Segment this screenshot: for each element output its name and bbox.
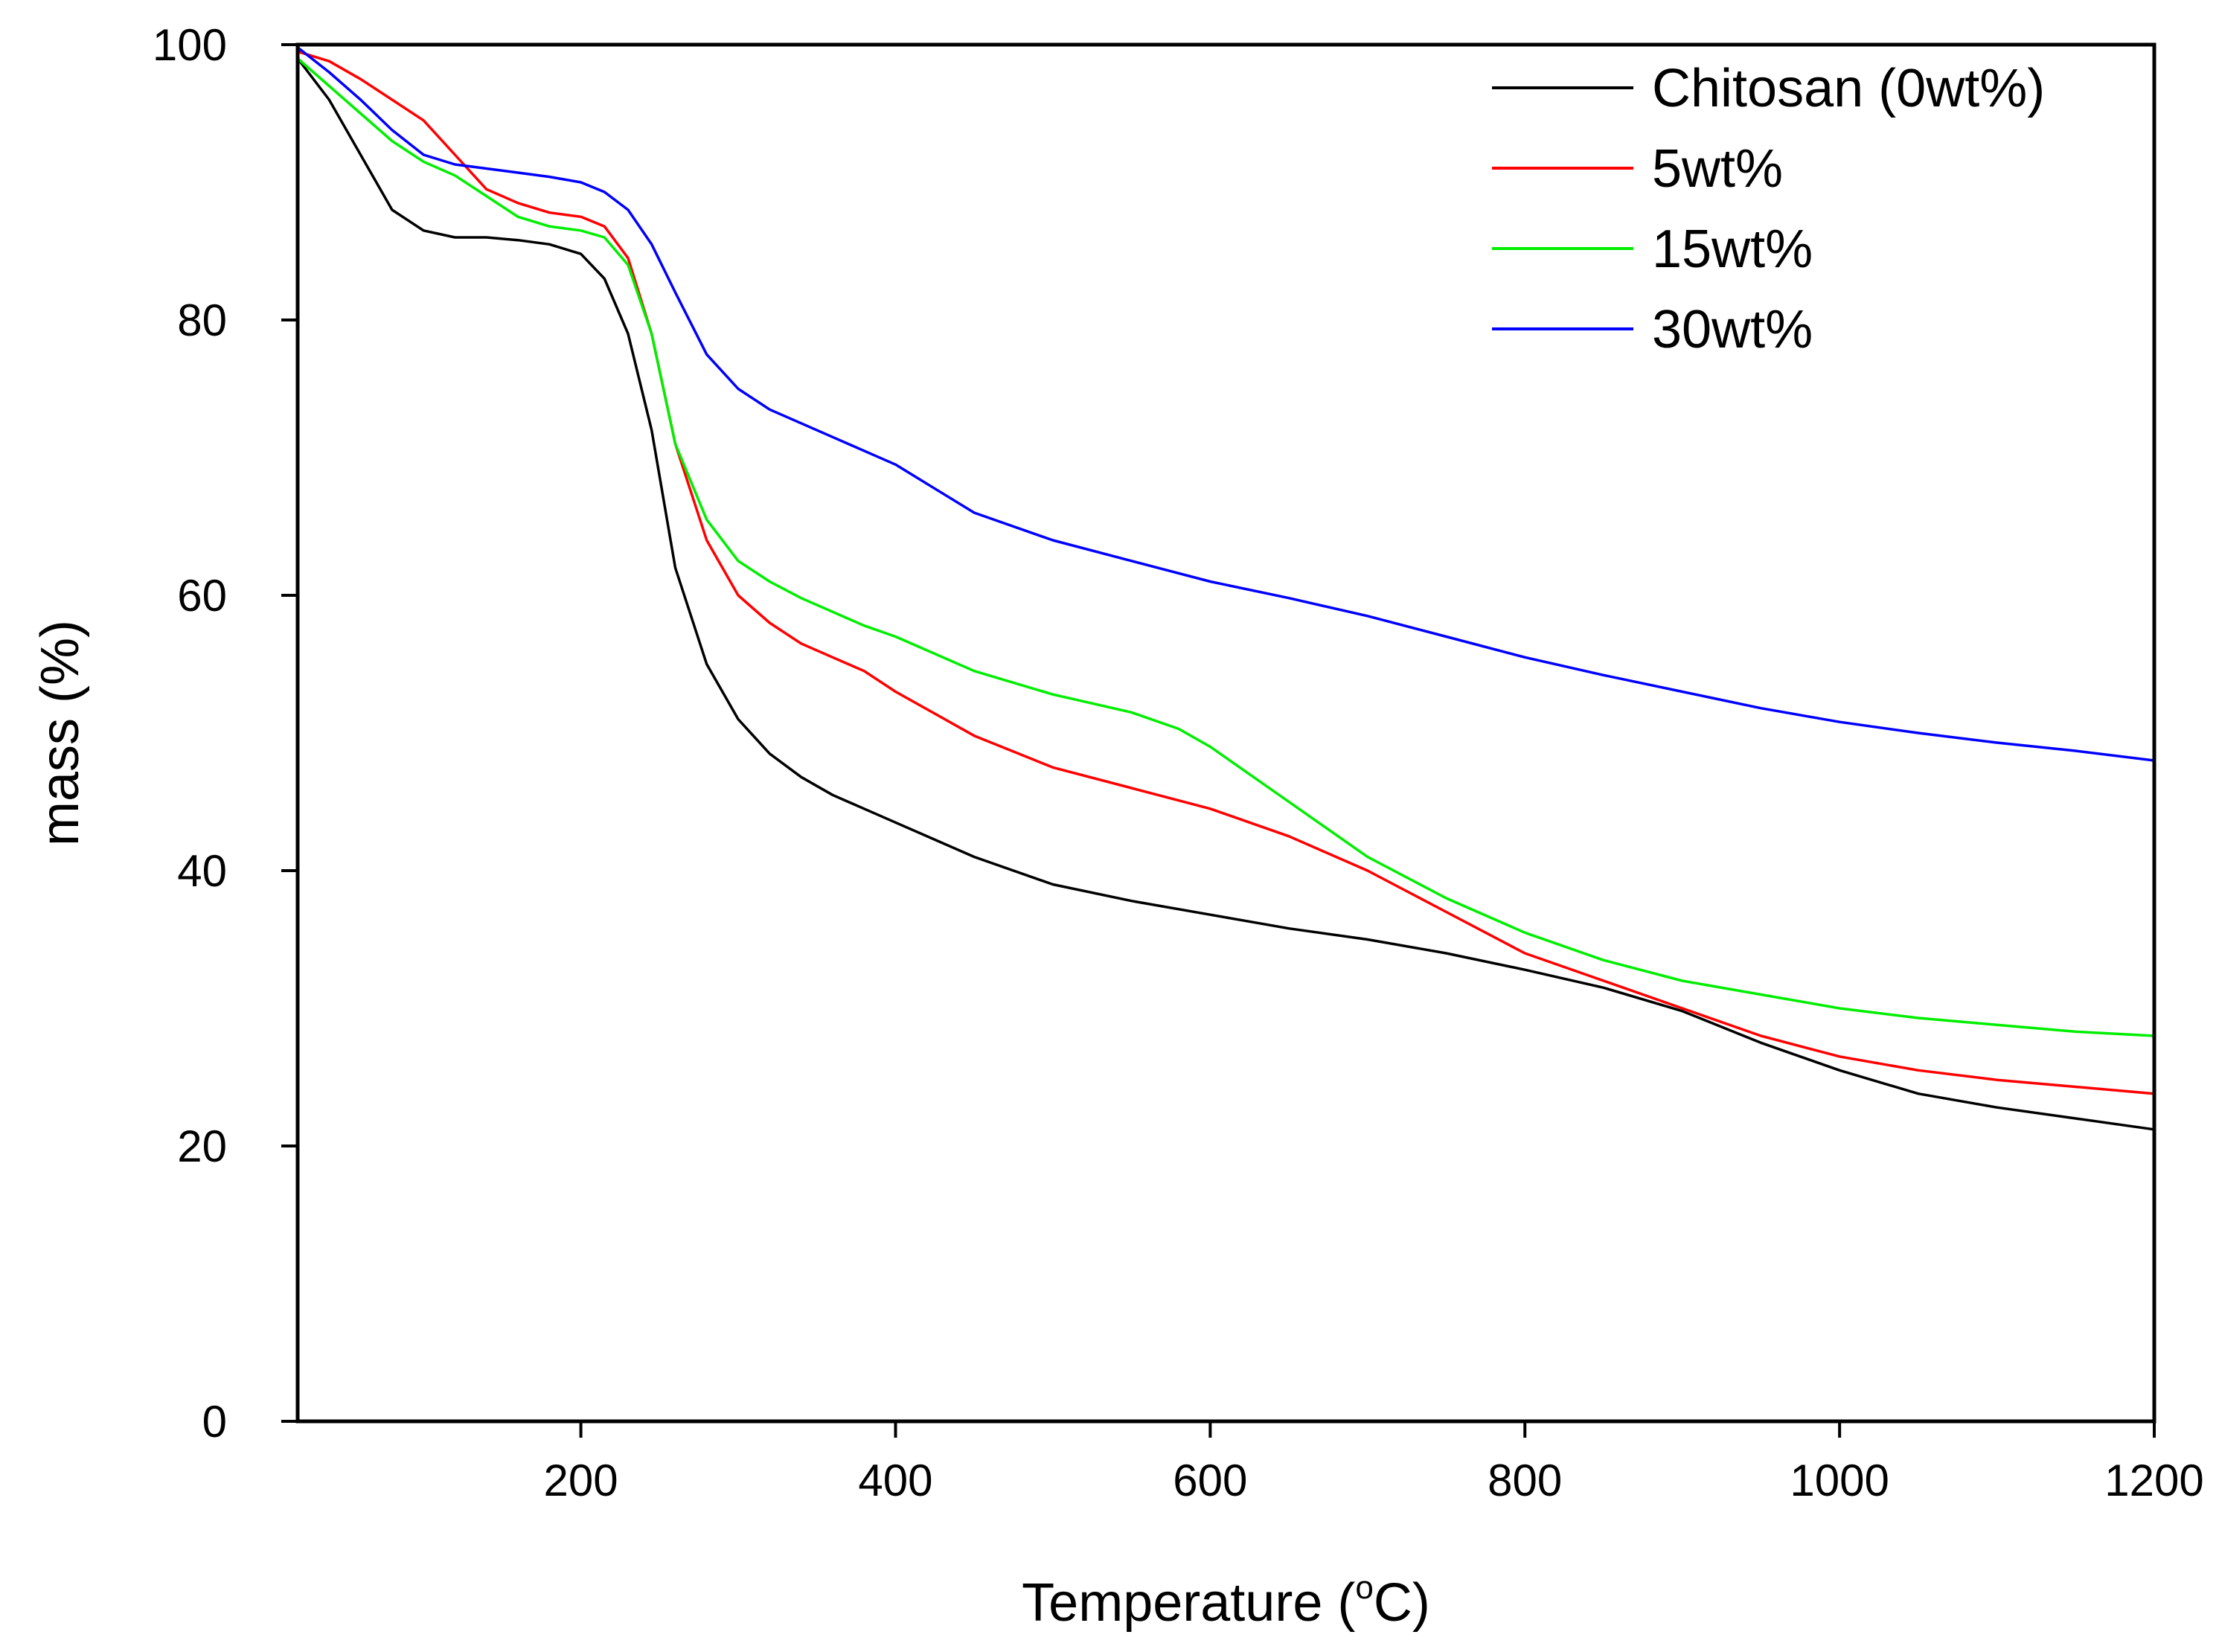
x-axis-ticks: 200 400 600 800 1000 1200 xyxy=(544,1421,2204,1505)
legend-label: Chitosan (0wt%) xyxy=(1652,59,2045,118)
series-line-3 xyxy=(296,57,2156,1037)
series-line-2 xyxy=(296,50,2156,1095)
x-axis-title-unit: C) xyxy=(1374,1573,1430,1633)
plot-series xyxy=(296,45,2156,1131)
legend-label: 15wt% xyxy=(1652,220,1813,279)
series-line-4 xyxy=(296,45,2156,762)
x-tick-label: 200 xyxy=(544,1456,618,1505)
x-axis-title: Temperature (oC) xyxy=(1022,1569,1430,1633)
y-tick-label: 100 xyxy=(153,20,227,70)
legend-label: 5wt% xyxy=(1652,139,1783,199)
y-axis-ticks: 0 20 40 60 80 100 xyxy=(153,20,298,1447)
x-tick-label: 1000 xyxy=(1790,1456,1889,1505)
legend: Chitosan (0wt%) 5wt% 15wt% 30wt% xyxy=(1492,59,2045,359)
y-tick-label: 80 xyxy=(177,295,227,345)
y-tick-label: 20 xyxy=(177,1121,227,1171)
x-tick-label: 400 xyxy=(858,1456,932,1505)
y-tick-label: 60 xyxy=(177,571,227,621)
x-tick-label: 600 xyxy=(1173,1456,1247,1505)
y-axis-title: mass (%) xyxy=(31,620,90,846)
x-axis-title-main: Temperature ( xyxy=(1022,1573,1355,1633)
x-axis-title-degree: o xyxy=(1355,1569,1373,1606)
y-tick-label: 0 xyxy=(202,1397,227,1447)
x-tick-label: 1200 xyxy=(2104,1456,2203,1505)
series-line-1 xyxy=(296,57,2156,1131)
y-tick-label: 40 xyxy=(177,846,227,896)
x-tick-label: 800 xyxy=(1488,1456,1562,1505)
plot-frame xyxy=(295,42,2156,1424)
legend-label: 30wt% xyxy=(1652,300,1813,359)
